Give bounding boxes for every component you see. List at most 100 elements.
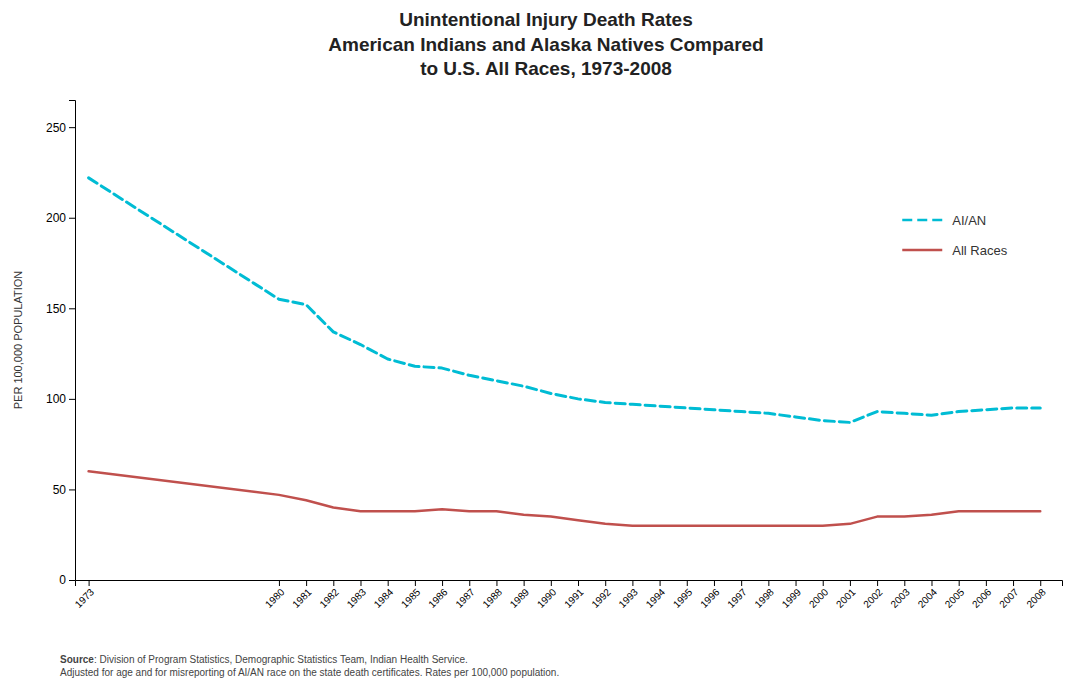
x-tick: 1980 [263, 580, 287, 610]
x-tick-label: 2000 [807, 586, 831, 610]
x-tick: 2003 [888, 580, 912, 610]
x-tick: 1981 [290, 580, 314, 610]
x-tick-mark [986, 580, 987, 586]
x-tick: 2008 [1024, 580, 1048, 610]
x-tick-label: 1986 [426, 586, 450, 610]
x-tick-label: 1992 [589, 586, 613, 610]
x-tick-mark [796, 580, 797, 586]
x-tick-label: 1980 [263, 586, 287, 610]
x-tick-label: 1994 [644, 586, 668, 610]
y-tick-label: 0 [59, 573, 66, 587]
x-tick-mark [741, 580, 742, 586]
title-line: Unintentional Injury Death Rates [399, 9, 692, 30]
series-line [89, 178, 1041, 423]
x-tick: 1986 [426, 580, 450, 610]
plot: 1973 198019811982198319841985198619871988… [46, 101, 1063, 610]
x-tick: 1998 [752, 580, 776, 610]
x-tick: 1973 [73, 580, 97, 610]
x-tick-mark [442, 580, 443, 586]
x-tick-label: 1987 [453, 586, 477, 610]
x-tick-label: 1999 [780, 586, 804, 610]
x-tick-mark [660, 580, 661, 586]
title-line: to U.S. All Races, 1973-2008 [420, 58, 672, 79]
legend: AI/AN All Races [902, 213, 1007, 258]
legend-swatch [902, 249, 942, 252]
x-tick: 1989 [508, 580, 532, 610]
x-tick-mark [551, 580, 552, 586]
x-tick-label: 2003 [888, 586, 912, 610]
x-tick-label: 2002 [861, 586, 885, 610]
x-tick-mark [496, 580, 497, 586]
x-tick-mark [632, 580, 633, 586]
x-tick-mark [687, 580, 688, 586]
x-tick-label: 1981 [290, 586, 314, 610]
x-tick-label: 1996 [698, 586, 722, 610]
y-tick-label: 100 [46, 392, 66, 406]
x-tick: 1982 [317, 580, 341, 610]
x-tick-label: 1982 [317, 586, 341, 610]
x-tick-label: 1988 [481, 586, 505, 610]
x-tick-label: 2008 [1024, 586, 1048, 610]
x-tick: 1997 [725, 580, 749, 610]
x-tick: 1993 [616, 580, 640, 610]
y-tick: 250 [46, 121, 75, 135]
x-tick-mark [850, 580, 851, 586]
x-tick-mark [360, 580, 361, 586]
title-line: American Indians and Alaska Natives Comp… [328, 34, 763, 55]
source-text: : Division of Program Statistics, Demogr… [94, 654, 468, 665]
y-axis-line [69, 101, 76, 581]
legend-swatch [902, 219, 942, 222]
x-tick-mark [524, 580, 525, 586]
x-tick: 2005 [943, 580, 967, 610]
y-tick: 200 [46, 211, 75, 225]
x-tick: 2002 [861, 580, 885, 610]
y-axis-title: PER 100,000 POPULATION [12, 271, 24, 410]
x-tick: 2001 [834, 580, 858, 610]
y-tick-label: 150 [46, 302, 66, 316]
x-tick-label: 2004 [916, 586, 940, 610]
x-tick: 1995 [671, 580, 695, 610]
source-note: Source: Division of Program Statistics, … [60, 654, 559, 678]
legend-label: AI/AN [952, 213, 986, 228]
x-tick-label: 1984 [372, 586, 396, 610]
y-tick-label: 50 [53, 483, 67, 497]
x-tick: 2006 [970, 580, 994, 610]
chart: 1973 198019811982198319841985198619871988… [0, 0, 1092, 695]
x-tick-mark [931, 580, 932, 586]
x-tick-mark [469, 580, 470, 586]
x-tick-label: 1993 [616, 586, 640, 610]
title: Unintentional Injury Death Rates American… [328, 9, 763, 79]
x-tick: 1984 [372, 580, 396, 610]
x-tick: 1999 [780, 580, 804, 610]
y-tick-mark [69, 399, 75, 400]
x-tick-label: 1991 [562, 586, 586, 610]
x-tick-label: 1985 [399, 586, 423, 610]
x-tick: 2000 [807, 580, 831, 610]
legend-entry: All Races [902, 243, 1007, 258]
x-tick-label: 2006 [970, 586, 994, 610]
x-tick-mark [333, 580, 334, 586]
source-text: Adjusted for age and for misreporting of… [60, 667, 559, 678]
y-tick-mark [69, 580, 75, 581]
lines [89, 178, 1041, 526]
x-tick-mark [768, 580, 769, 586]
y-tick: 100 [46, 392, 75, 406]
y-tick: 50 [53, 483, 75, 497]
y-tick: 150 [46, 302, 75, 316]
x-tick: 1994 [644, 580, 668, 610]
x-tick: 2004 [916, 580, 940, 610]
x-tick: 1996 [698, 580, 722, 610]
y-tick-label: 250 [46, 121, 66, 135]
y-tick-label: 200 [46, 211, 66, 225]
x-axis: 1973 198019811982198319841985198619871988… [73, 580, 1063, 610]
x-tick: 1985 [399, 580, 423, 610]
x-tick-label: 1998 [752, 586, 776, 610]
y-tick-mark [69, 308, 75, 309]
x-tick: 1983 [345, 580, 369, 610]
x-tick-mark [714, 580, 715, 586]
x-tick-mark [415, 580, 416, 586]
x-tick-label: 1989 [508, 586, 532, 610]
x-tick: 1990 [535, 580, 559, 610]
x-tick-mark [904, 580, 905, 586]
x-tick-mark [823, 580, 824, 586]
